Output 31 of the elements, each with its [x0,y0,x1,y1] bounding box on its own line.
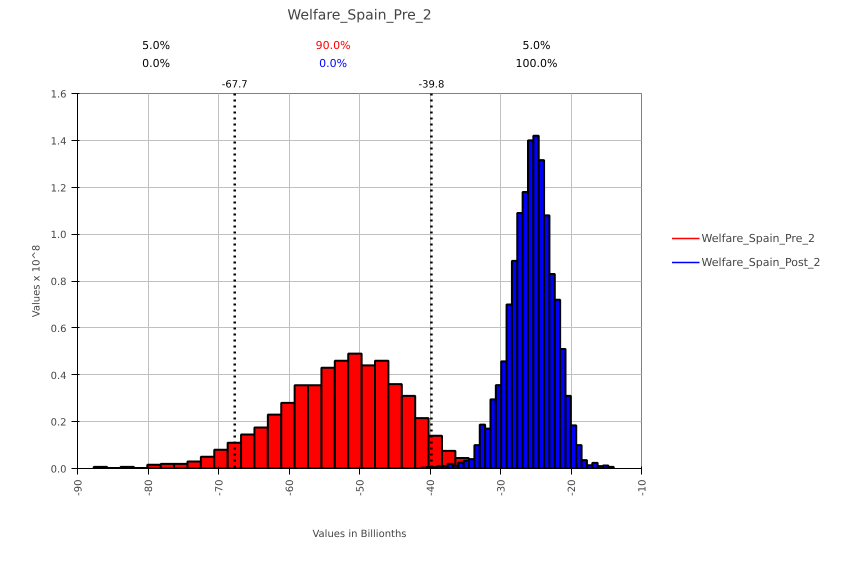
x-tick-label: -80 [144,479,155,496]
x-tick-label: -20 [567,479,578,496]
x-tick-label: -30 [496,479,508,496]
text: 0.0% [319,56,348,70]
text: 5.0% [142,38,170,52]
y-tick-label: 1.0 [50,230,67,242]
text: 100.0% [515,56,558,70]
x-tick-label: -50 [356,479,366,496]
legend-label: Welfare_Spain_Pre_2 [702,232,815,244]
x-tick-label: -40 [426,479,437,496]
x-tick-label: -10 [638,479,648,496]
y-tick-label: 1.6 [50,90,67,100]
legend-label: Welfare_Spain_Post_2 [702,256,820,268]
y-axis-title: Values x 10^8 [32,244,43,318]
text: 90.0% [316,38,351,52]
y-tick-label: 1.4 [50,136,67,148]
ref-line-label: -67.7 [222,79,248,90]
y-tick-label: 0.0 [50,464,67,476]
text: 0.0% [142,56,170,70]
chart-title: Welfare_Spain_Pre_2 [287,8,432,24]
x-axis-title: Values in Billionths [312,528,407,540]
x-tick-label: -60 [285,479,296,496]
x-tick-label: -90 [74,479,84,496]
text: 5.0% [522,38,550,52]
y-tick-label: 0.6 [50,324,67,335]
ref-line-label: -39.8 [418,79,444,90]
x-tick-label: -70 [214,479,226,496]
y-tick-label: 1.2 [50,183,67,194]
y-tick-label: 0.8 [50,277,67,288]
y-tick-label: 0.4 [50,370,67,382]
y-tick-label: 0.2 [50,418,67,429]
